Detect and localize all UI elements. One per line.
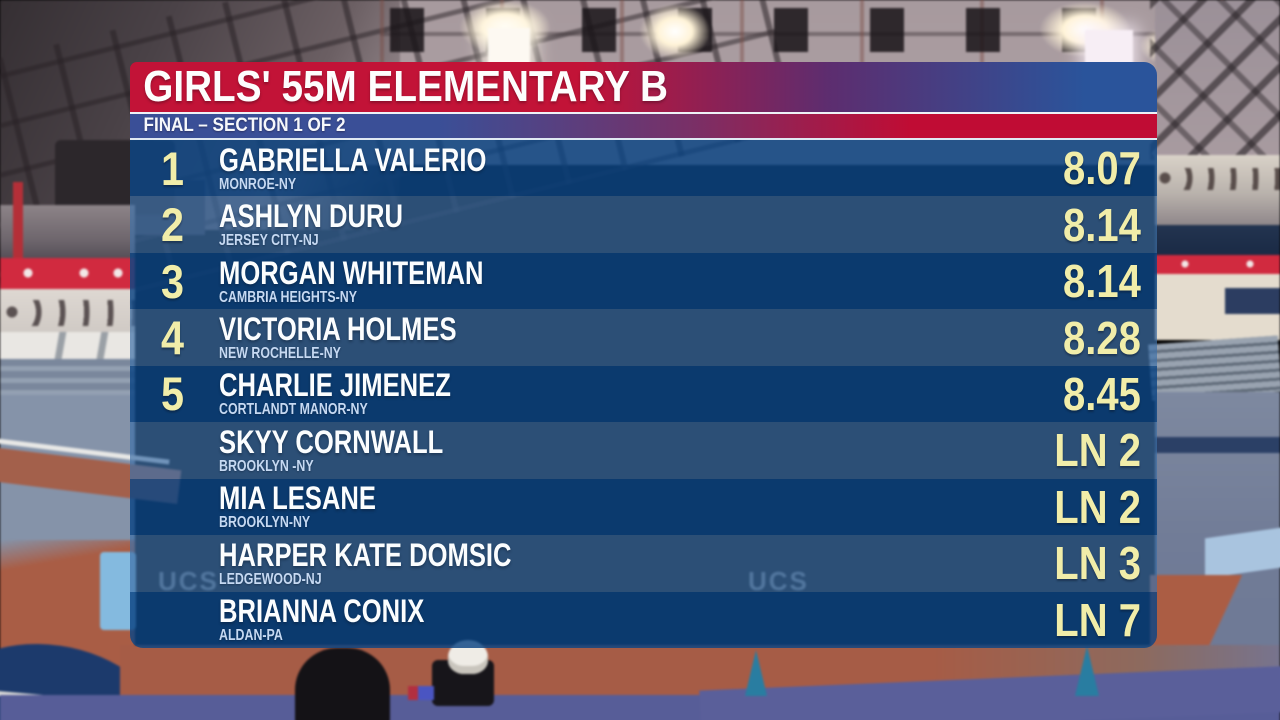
athlete-hometown: NEW ROCHELLE-NY [219,345,341,363]
place-number: 1 [160,141,184,195]
athlete-hometown: CORTLANDT MANOR-NY [219,401,368,419]
athlete-hometown: ALDAN-PA [219,627,283,645]
bleachers [1148,335,1280,401]
athlete-block: HARPER KATE DOMSIC LEDGEWOOD-NJ [219,536,585,588]
result-row: 5 CHARLIE JIMENEZ CORTLANDT MANOR-NY 8.45 [130,365,1157,423]
result-mark: LN 2 [1054,424,1142,477]
athlete-hometown: CAMBRIA HEIGHTS-NY [219,288,358,306]
athlete-name: GABRIELLA VALERIO [219,141,487,178]
athlete-name: SKYY CORNWALL [219,423,444,460]
track-cone [1075,646,1099,696]
result-mark: LN 2 [1054,480,1142,533]
result-row: SKYY CORNWALL BROOKLYN -NY LN 2 [130,422,1157,479]
result-mark: 8.28 [1063,311,1142,364]
event-title-bar: GIRLS' 55M ELEMENTARY B [130,62,1157,112]
athlete-hometown: LEDGEWOOD-NJ [219,570,322,588]
athlete-hometown: MONROE-NY [219,175,297,193]
light-glow [640,4,710,59]
place-number: 5 [160,367,184,421]
left-sponsor-banner [0,258,135,289]
athlete-name: ASHLYN DURU [219,198,403,235]
athlete-hometown: BROOKLYN -NY [219,457,314,475]
athlete-name: HARPER KATE DOMSIC [219,536,512,573]
athlete-name: BRIANNA CONIX [219,593,425,630]
round-subtitle-bar: FINAL – SECTION 1 OF 2 [130,112,1157,140]
result-row: BRIANNA CONIX ALDAN-PA LN 7 [130,591,1157,648]
right-truss [1150,0,1280,160]
railing [0,359,135,395]
result-mark: LN 7 [1054,593,1142,646]
athlete-block: MORGAN WHITEMAN CAMBRIA HEIGHTS-NY [219,254,550,306]
red-pillar [13,182,23,266]
athlete-block: SKYY CORNWALL BROOKLYN -NY [219,423,499,475]
result-mark: LN 3 [1054,537,1142,590]
result-row: 2 ASHLYN DURU JERSEY CITY-NJ 8.14 [130,196,1157,253]
track-cone [745,650,767,696]
round-subtitle: FINAL – SECTION 1 OF 2 [143,115,346,136]
result-mark: 8.14 [1063,255,1142,308]
athlete-hometown: JERSEY CITY-NJ [219,232,319,250]
athlete-hometown: BROOKLYN-NY [219,514,311,532]
results-list: 1 GABRIELLA VALERIO MONROE-NY 8.07 2 ASHLYN D… [130,140,1157,648]
right-balcony [1155,155,1280,225]
athlete-name: MORGAN WHITEMAN [219,254,484,291]
athlete-block: ASHLYN DURU JERSEY CITY-NJ [219,200,449,249]
athlete-block: GABRIELLA VALERIO MONROE-NY [219,141,553,193]
result-row: 4 VICTORIA HOLMES NEW ROCHELLE-NY 8.28 [130,309,1157,366]
athlete-name: MIA LESANE [219,480,376,517]
place-number: 4 [160,311,184,365]
balcony-edge [1155,225,1280,255]
result-mark: 8.14 [1063,198,1142,251]
athlete-block: CHARLIE JIMENEZ CORTLANDT MANOR-NY [219,369,509,418]
results-graphic: GIRLS' 55M ELEMENTARY B FINAL – SECTION … [130,62,1157,648]
place-number: 3 [160,254,184,308]
result-row: 3 MORGAN WHITEMAN CAMBRIA HEIGHTS-NY 8.14 [130,252,1157,310]
athlete-name: CHARLIE JIMENEZ [219,367,451,404]
result-row: 1 GABRIELLA VALERIO MONROE-NY 8.07 [130,140,1157,197]
athlete-name: VICTORIA HOLMES [219,311,457,348]
spectators [0,300,135,326]
camera-strap [408,686,434,700]
athlete-block: MIA LESANE BROOKLYN-NY [219,482,415,531]
track-edge-band [1155,437,1280,453]
result-mark: 8.07 [1063,142,1142,195]
athlete-block: VICTORIA HOLMES NEW ROCHELLE-NY [219,313,516,362]
table-banners [0,332,135,359]
result-row: MIA LESANE BROOKLYN-NY LN 2 [130,478,1157,536]
place-number: 2 [160,198,184,252]
wall-sign [1225,288,1280,314]
event-title: GIRLS' 55M ELEMENTARY B [143,62,669,111]
athlete-block: BRIANNA CONIX ALDAN-PA [219,595,476,644]
camera-operator-head [295,648,390,720]
result-row: HARPER KATE DOMSIC LEDGEWOOD-NJ LN 3 [130,535,1157,592]
right-sponsor-banner [1155,255,1280,274]
result-mark: 8.45 [1063,367,1142,420]
spectators [1155,168,1280,190]
